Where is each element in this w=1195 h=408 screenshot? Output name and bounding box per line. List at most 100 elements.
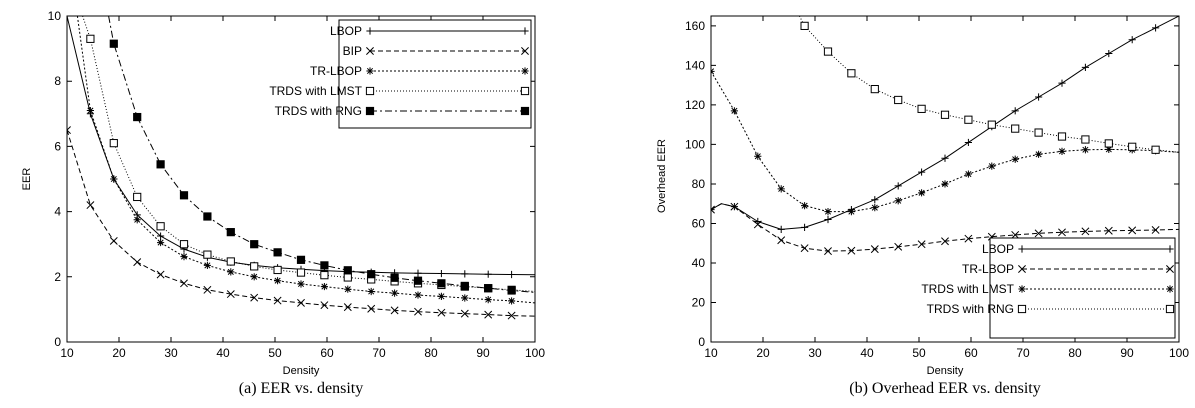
chart-b-series-trds-with-lmst-point	[988, 162, 996, 170]
chart-a-xtick-label: 20	[112, 346, 126, 360]
chart-b-legend-label-trds-with-lmst: TRDS with LMST	[921, 282, 1014, 296]
chart-b-series-lbop-point	[711, 206, 715, 214]
chart-b-series-trds-with-lmst-line	[711, 71, 1179, 213]
chart-a-series-tr-lbop-point	[320, 282, 328, 291]
chart-a-series-trds-with-rng-point	[413, 276, 423, 285]
chart-b-series-trds-with-rng-point	[917, 104, 926, 113]
chart-a-series-tr-lbop-point	[250, 273, 258, 281]
chart-b-series-trds-with-rng-line	[798, 16, 1179, 153]
chart-a-series-trds-with-lmst-point	[179, 240, 189, 249]
chart-a-series-trds-with-rng-point	[296, 255, 306, 264]
chart-a-frame	[66, 15, 536, 343]
chart-a-ytick-label: 2	[54, 270, 61, 284]
chart-b-legend-box	[989, 237, 1176, 339]
chart-a-xtick-label: 80	[424, 346, 438, 360]
chart-b-series-lbop-point	[1011, 107, 1019, 115]
chart-b-series-trds-with-lmst-point	[964, 170, 972, 178]
chart-a-series-bip-point	[343, 303, 352, 312]
chart-b-xtick-label: 60	[964, 346, 978, 360]
chart-b-legend-marker-lbop	[1166, 245, 1174, 253]
chart-b-series-trds-with-rng-point	[964, 115, 973, 124]
chart-a-series-trds-with-rng-point	[273, 248, 282, 257]
chart-a-series-bip-point	[367, 304, 376, 313]
chart-b-series-trds-with-lmst-point	[1105, 145, 1113, 153]
chart-b-series-trds-with-lmst-point	[894, 197, 902, 205]
chart-a-xtick-label: 10	[60, 346, 74, 360]
chart-b-series-tr-lbop-point	[1104, 226, 1113, 235]
chart-b-series-tr-lbop-point	[824, 247, 832, 256]
chart-b-legend: LBOP TR-LBOP TRDS with LMST TRDS with RNG	[921, 237, 1176, 339]
chart-a-series-trds-with-rng-point	[484, 284, 493, 293]
chart-a: EER Density (a) EER vs. density 10 20 30 40…	[21, 9, 545, 397]
chart-b-ytick-label: 40	[692, 256, 706, 270]
chart-b-xtick-label: 50	[912, 346, 926, 360]
chart-a-series-trds-with-lmst-point	[203, 250, 212, 259]
chart-b-series-trds-with-rng-point	[800, 21, 809, 30]
chart-b-series-trds-with-lmst-point	[871, 204, 879, 212]
chart-b-series-trds-with-rng-point	[894, 95, 903, 105]
chart-b-series-trds-with-rng-point	[1104, 139, 1113, 148]
chart-a-series-tr-lbop-point	[508, 297, 516, 305]
chart-a-legend-marker-trds-with-rng	[365, 106, 375, 116]
chart-b-series-trds-with-lmst-point	[730, 107, 738, 115]
chart-b-xtick-label: 90	[1120, 346, 1134, 360]
chart-b-xtick-label: 30	[808, 346, 822, 360]
chart-b-legend-label-lbop: LBOP	[982, 242, 1014, 256]
chart-a-series-bip-point	[226, 290, 235, 299]
chart-a-legend-marker-bip	[366, 47, 374, 55]
chart-b-legend-marker-tr-lbop	[1018, 265, 1026, 273]
chart-b-series-lbop-point	[1035, 93, 1043, 101]
chart-b-series-lbop-point	[918, 168, 926, 176]
chart-b-series-lbop-point	[1128, 36, 1136, 44]
chart-b-legend-marker-trds-with-rng	[1017, 304, 1027, 314]
chart-a-series-lbop-point	[461, 270, 469, 278]
chart-a-series-bip-point	[86, 201, 95, 210]
chart-b-legend-marker-trds-with-lmst	[1166, 285, 1174, 293]
chart-a-series-tr-lbop-point	[437, 292, 445, 300]
chart-b-series-tr-lbop-point	[730, 202, 739, 211]
chart-b-series-lbop-point	[801, 223, 809, 232]
chart-a-legend-marker-bip	[521, 47, 529, 55]
chart-b-series-lbop-point	[1058, 79, 1066, 87]
chart-a-series-bip-point	[273, 296, 282, 305]
chart-b-series-trds-with-rng-point	[847, 69, 856, 78]
chart-b-series-trds-with-rng-point	[1034, 128, 1043, 137]
chart-b-xtick-label: 80	[1068, 346, 1082, 360]
chart-b-series-tr-lbop-point	[1128, 226, 1137, 235]
chart-a-legend-marker-lbop	[521, 27, 529, 35]
chart-a-series-trds-with-lmst-point	[320, 271, 329, 280]
chart-a-series-trds-with-rng-point	[437, 279, 446, 288]
chart-a-xtick-label: 100	[525, 346, 545, 360]
chart-a-series-trds-with-rng-point	[156, 160, 165, 169]
chart-a-series-tr-lbop-point	[110, 175, 118, 183]
chart-b-series-lbop-point	[894, 182, 902, 190]
chart-b-series-lbop-point	[871, 196, 879, 204]
chart-a-legend-marker-trds-with-rng	[520, 106, 530, 116]
chart-b-series-lbop-point	[824, 215, 832, 224]
chart-b-series-trds-with-rng-point	[987, 120, 996, 129]
chart-b-series-trds-with-lmst-point	[847, 208, 855, 216]
chart-b-series-tr-lbop-point	[847, 246, 856, 255]
chart-b-frame	[710, 15, 1180, 343]
chart-a-series-bip-point	[250, 293, 259, 302]
chart-b-legend-marker-trds-with-rng	[1165, 304, 1175, 314]
chart-b-xtick-label: 20	[756, 346, 770, 360]
chart-a-plot-area	[67, 16, 535, 320]
chart-b-ytick-label: 160	[685, 19, 705, 33]
chart-b-legend-label-tr-lbop: TR-LBOP	[962, 262, 1014, 276]
chart-a-series-lbop-point	[414, 269, 422, 277]
chart-a-series-trds-with-lmst-point	[109, 139, 118, 148]
chart-a-series-tr-lbop-point	[227, 268, 235, 276]
chart-a-legend-label-lbop: LBOP	[330, 24, 362, 38]
chart-b-series-trds-with-lmst-point	[1081, 146, 1089, 154]
chart-b-series-trds-with-rng-point	[1011, 124, 1020, 133]
chart-a-series-bip-point	[484, 310, 493, 319]
chart-a-legend-marker-lbop	[366, 27, 374, 35]
chart-a-legend-marker-tr-lbop	[366, 67, 374, 75]
chart-a-series-bip-point	[390, 306, 399, 315]
chart-b-series-tr-lbop-point	[894, 242, 903, 251]
chart-a-series-lbop-point	[508, 270, 516, 279]
chart-a-series-tr-lbop-point	[344, 285, 352, 293]
chart-b: Overhead EER Density (b) Overhead EER vs…	[656, 15, 1189, 397]
chart-b-series-trds-with-rng-point	[940, 110, 950, 119]
